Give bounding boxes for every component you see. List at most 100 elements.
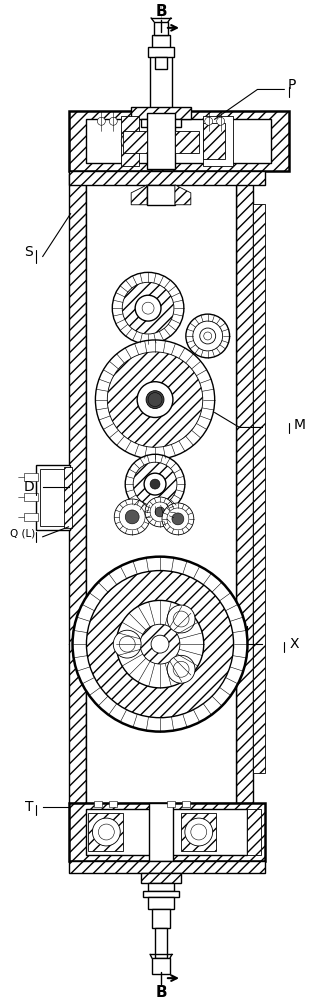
Circle shape xyxy=(162,503,194,535)
Bar xyxy=(253,204,265,773)
Circle shape xyxy=(112,272,184,344)
Text: T: T xyxy=(24,800,33,814)
Bar xyxy=(155,57,167,69)
Bar xyxy=(203,123,225,159)
Circle shape xyxy=(150,479,160,489)
Circle shape xyxy=(148,393,162,407)
Circle shape xyxy=(121,132,139,150)
Circle shape xyxy=(109,117,117,125)
Circle shape xyxy=(92,818,120,846)
Bar xyxy=(69,111,289,171)
Circle shape xyxy=(167,605,195,633)
Circle shape xyxy=(119,636,135,652)
Bar xyxy=(141,873,181,883)
Circle shape xyxy=(146,391,164,409)
Bar xyxy=(150,55,172,111)
Bar xyxy=(181,813,216,851)
Circle shape xyxy=(150,502,170,522)
Circle shape xyxy=(144,473,166,495)
Circle shape xyxy=(155,507,165,517)
Circle shape xyxy=(204,332,212,340)
Bar xyxy=(69,171,265,185)
Bar xyxy=(182,801,190,807)
Circle shape xyxy=(172,513,184,525)
Circle shape xyxy=(142,302,154,314)
Circle shape xyxy=(113,630,141,658)
Bar xyxy=(123,131,147,153)
Polygon shape xyxy=(175,185,191,205)
Circle shape xyxy=(173,611,189,627)
Bar xyxy=(149,803,173,861)
Bar xyxy=(152,35,170,55)
Bar xyxy=(203,116,232,166)
Circle shape xyxy=(125,454,185,514)
Bar xyxy=(141,119,181,127)
Circle shape xyxy=(167,655,195,683)
Circle shape xyxy=(114,499,150,535)
Text: P: P xyxy=(288,78,296,92)
Bar xyxy=(154,22,168,35)
Bar xyxy=(121,116,139,166)
Circle shape xyxy=(186,314,230,358)
Bar xyxy=(152,909,170,928)
Text: Q (L): Q (L) xyxy=(10,529,35,539)
Bar xyxy=(69,803,265,861)
Circle shape xyxy=(191,824,207,840)
Bar xyxy=(86,809,248,855)
Bar xyxy=(148,47,174,57)
Circle shape xyxy=(135,295,161,321)
Circle shape xyxy=(125,136,135,146)
Circle shape xyxy=(99,824,114,840)
Circle shape xyxy=(151,635,169,653)
Bar xyxy=(94,801,102,807)
Circle shape xyxy=(200,328,216,344)
Circle shape xyxy=(95,340,215,459)
Circle shape xyxy=(133,462,177,506)
Circle shape xyxy=(137,382,173,417)
Bar xyxy=(86,119,271,163)
Bar xyxy=(36,465,70,530)
Circle shape xyxy=(217,117,225,125)
Circle shape xyxy=(167,508,189,530)
Bar xyxy=(89,813,123,851)
Bar xyxy=(24,473,38,481)
Bar xyxy=(167,801,175,807)
Bar xyxy=(63,467,71,528)
Circle shape xyxy=(125,510,139,524)
Circle shape xyxy=(97,117,105,125)
Circle shape xyxy=(122,282,174,334)
Circle shape xyxy=(173,661,189,677)
Bar xyxy=(40,469,66,526)
Bar xyxy=(236,174,253,803)
Bar xyxy=(131,107,191,119)
Text: X: X xyxy=(289,637,299,651)
Bar xyxy=(148,897,174,909)
Bar xyxy=(109,801,117,807)
Polygon shape xyxy=(131,185,147,205)
Circle shape xyxy=(86,571,233,718)
Text: M: M xyxy=(293,418,305,432)
Bar xyxy=(143,891,179,897)
Bar xyxy=(24,513,38,521)
Circle shape xyxy=(72,557,248,732)
Circle shape xyxy=(140,624,180,664)
Bar xyxy=(152,958,170,974)
Bar xyxy=(175,131,199,153)
Circle shape xyxy=(205,117,213,125)
Bar xyxy=(147,113,175,169)
Circle shape xyxy=(119,504,145,530)
Circle shape xyxy=(185,818,213,846)
Circle shape xyxy=(193,321,223,351)
Text: B: B xyxy=(155,4,167,19)
Circle shape xyxy=(145,497,175,527)
Circle shape xyxy=(116,600,204,688)
Bar xyxy=(155,928,167,958)
Text: B: B xyxy=(155,985,167,1000)
Bar xyxy=(147,185,175,205)
Bar xyxy=(86,174,236,803)
Bar xyxy=(69,861,265,873)
Bar xyxy=(248,809,261,855)
Bar xyxy=(69,174,86,803)
Bar xyxy=(24,493,38,501)
Circle shape xyxy=(107,352,203,447)
